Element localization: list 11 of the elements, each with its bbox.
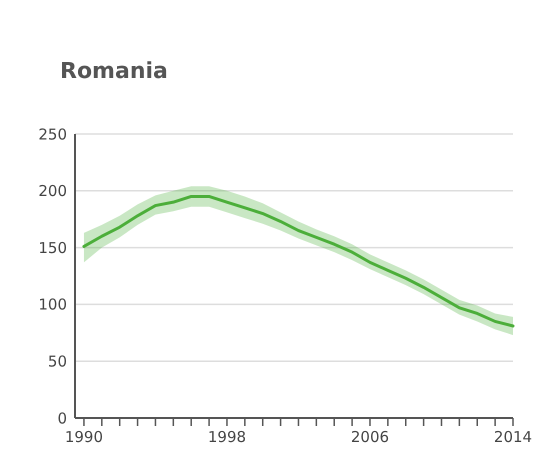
x-tick-label: 1998 <box>208 428 246 446</box>
y-tick-label: 200 <box>38 182 67 200</box>
x-tick-label: 2014 <box>494 428 532 446</box>
y-tick-label: 150 <box>38 238 67 257</box>
y-tick-label: 100 <box>38 296 67 314</box>
y-tick-label: 50 <box>48 352 67 370</box>
y-tick-label: 250 <box>38 125 67 144</box>
y-tick-label: 0 <box>57 409 67 428</box>
x-tick-label: 1990 <box>64 428 104 446</box>
chart-title: Romania <box>60 59 168 84</box>
x-tick-label: 2006 <box>350 428 390 446</box>
